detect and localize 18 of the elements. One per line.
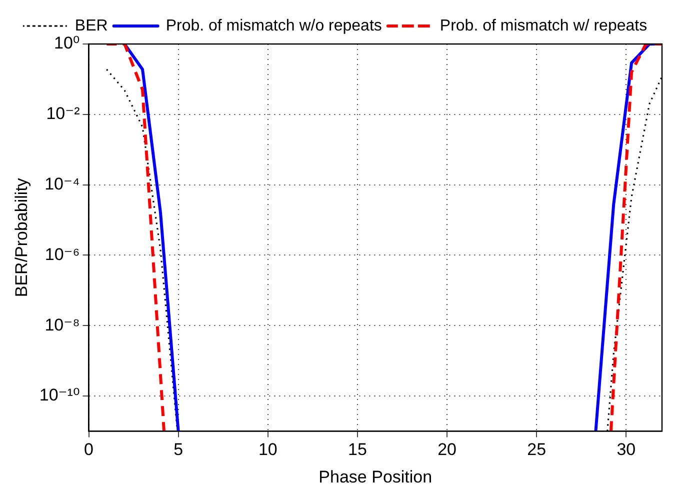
x-tick-label: 25: [527, 440, 546, 460]
y-tick-label: 10⁻⁴: [44, 174, 80, 194]
legend-label: Prob. of mismatch w/o repeats: [166, 17, 382, 34]
y-tick-label: 10⁻¹⁰: [39, 386, 80, 405]
x-tick-label: 5: [174, 440, 184, 460]
y-tick-label: 10⁻⁸: [44, 315, 80, 334]
legend-label: BER: [74, 17, 108, 34]
y-axis-title: BER/Probability: [12, 178, 31, 298]
x-tick-label: 0: [84, 440, 94, 460]
x-tick-label: 15: [348, 440, 367, 460]
y-tick-label: 10⁰: [54, 34, 80, 53]
y-tick-label: 10⁻²: [46, 104, 80, 124]
y-tick-label: 10⁻⁶: [44, 244, 80, 264]
legend-label: Prob. of mismatch w/ repeats: [440, 17, 648, 34]
x-axis-title: Phase Position: [318, 467, 432, 486]
x-tick-label: 10: [258, 440, 278, 460]
x-tick-label: 30: [616, 440, 636, 460]
x-tick-label: 20: [438, 440, 456, 460]
